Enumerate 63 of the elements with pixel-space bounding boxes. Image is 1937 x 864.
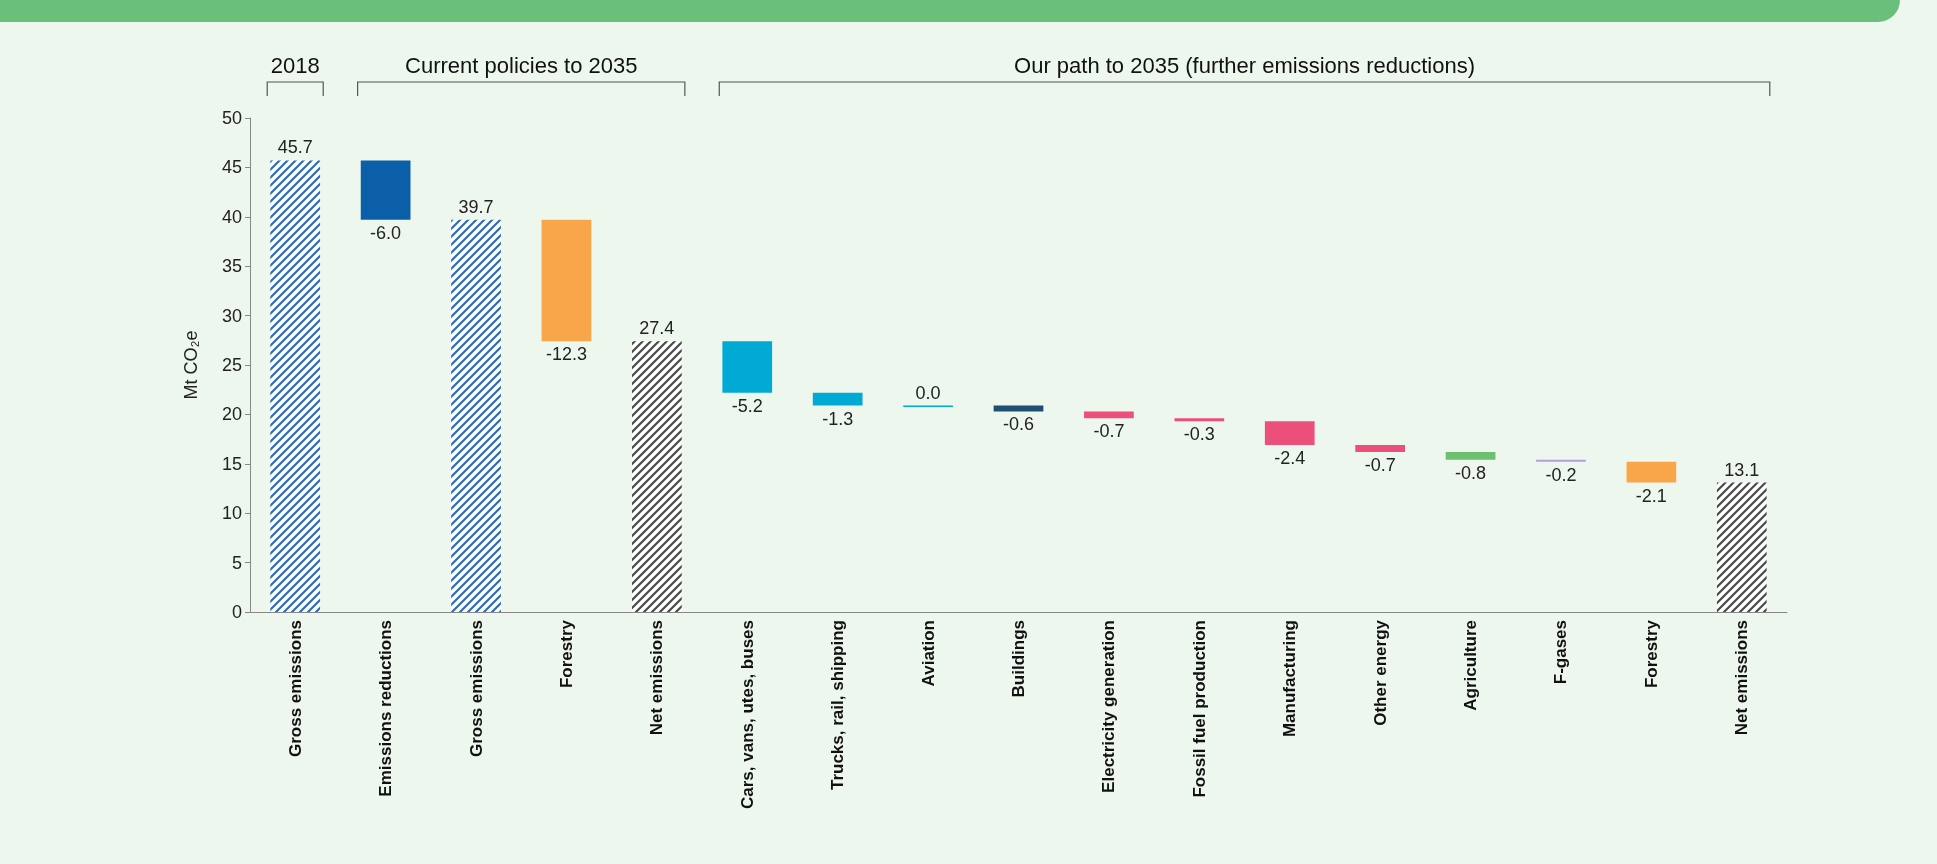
data-label: -0.6 — [1002, 414, 1035, 435]
x-tick-label: Fossil fuel production — [1189, 620, 1209, 798]
x-tick-label: Other energy — [1370, 619, 1390, 726]
x-tick-label: Gross emissions — [285, 620, 305, 758]
bar — [1355, 445, 1406, 452]
bar — [360, 160, 411, 220]
y-tick-label: 20 — [221, 404, 242, 425]
y-tick-label: 0 — [231, 602, 242, 622]
data-label: -2.4 — [1274, 448, 1306, 469]
y-tick-label: 10 — [221, 503, 242, 524]
data-label: -0.3 — [1183, 424, 1215, 445]
text: Current policies to 2035 — [405, 52, 638, 78]
bar — [1084, 411, 1134, 419]
x-tick-label: Gross emissions — [466, 620, 486, 758]
y-tick-label: 25 — [221, 355, 242, 375]
y-tick-label: 5 — [231, 552, 242, 573]
bar — [1626, 461, 1677, 483]
y-axis-title: Mt CO₂e — [181, 330, 201, 400]
data-label: -2.1 — [1635, 485, 1667, 506]
bar — [451, 219, 501, 612]
x-tick-label: Net emissions — [647, 620, 667, 736]
data-label: -6.0 — [370, 222, 402, 243]
bar — [270, 160, 321, 612]
data-label: -0.7 — [1093, 421, 1125, 442]
y-tick-label: 35 — [221, 256, 242, 277]
data-label: -5.2 — [731, 395, 763, 416]
y-tick-label: 50 — [221, 108, 242, 128]
y-tick-label: 45 — [221, 157, 242, 178]
bar — [812, 392, 863, 406]
x-tick-label: Forestry — [556, 619, 576, 689]
bar — [631, 341, 682, 612]
bar — [722, 341, 773, 393]
data-label: -0.2 — [1545, 464, 1577, 485]
data-label: -0.8 — [1455, 462, 1487, 483]
y-tick-label: 40 — [221, 206, 242, 227]
bar — [541, 219, 592, 342]
x-tick-label: Forestry — [1641, 619, 1661, 689]
data-label: 13.1 — [1724, 459, 1760, 480]
bar — [1445, 451, 1496, 460]
bar — [1716, 482, 1767, 612]
data-label: 27.4 — [639, 318, 675, 339]
x-tick-label: Trucks, rail, shipping — [828, 620, 848, 791]
data-label: -0.7 — [1364, 454, 1396, 475]
x-tick-label: Manufacturing — [1280, 620, 1300, 738]
data-label: -12.3 — [545, 344, 587, 365]
x-tick-label: Aviation — [918, 620, 938, 687]
bar — [1174, 418, 1225, 422]
x-tick-label: Buildings — [1009, 620, 1028, 698]
y-tick-label: 15 — [221, 453, 242, 474]
x-tick-label: Electricity generation — [1099, 620, 1119, 793]
y-tick-label: 30 — [221, 305, 242, 326]
x-tick-label: Emissions reductions — [376, 620, 396, 797]
x-tick-label: Cars, vans, utes, buses — [737, 620, 757, 809]
data-label: 0.0 — [915, 382, 941, 403]
data-label: -1.3 — [822, 408, 854, 429]
text: 2018 — [270, 52, 320, 78]
text: Our path to 2035 (further emissions reductions) — [1014, 52, 1476, 78]
x-tick-label: Agriculture — [1461, 620, 1481, 711]
data-label: 39.7 — [458, 196, 494, 217]
bar — [1264, 421, 1315, 446]
x-tick-label: F-gases — [1551, 620, 1571, 685]
x-tick-label: Net emissions — [1732, 620, 1752, 736]
data-label: 45.7 — [277, 137, 313, 158]
